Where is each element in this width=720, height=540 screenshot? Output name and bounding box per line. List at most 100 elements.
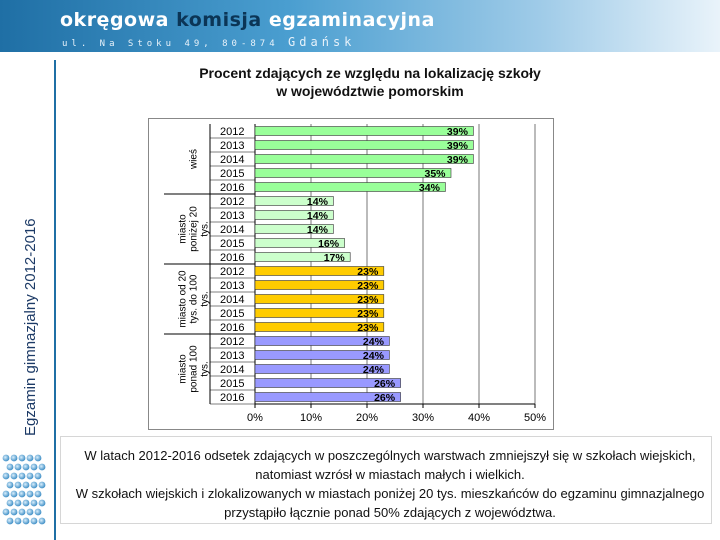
- decorative-dot: [10, 454, 18, 462]
- decorative-dot: [22, 463, 30, 471]
- bar: [254, 154, 474, 164]
- decorative-dot: [2, 472, 10, 480]
- decorative-dot: [34, 508, 42, 516]
- category-label: 2012: [220, 266, 244, 278]
- group-label: wieś: [189, 149, 200, 170]
- decorative-dot: [6, 499, 14, 507]
- group-label: tys.: [200, 221, 211, 237]
- data-label: 24%: [363, 350, 385, 362]
- logo-address: ul. Na Stoku 49, 80-874: [62, 39, 279, 49]
- decorative-dot: [26, 472, 34, 480]
- group-label: miasto: [178, 354, 189, 384]
- decorative-dot: [26, 490, 34, 498]
- category-label: 2015: [220, 378, 244, 390]
- decorative-dot: [30, 463, 38, 471]
- bar: [254, 308, 385, 318]
- decorative-dot: [14, 481, 22, 489]
- bar: [254, 280, 385, 290]
- summary-paragraph-1: W latach 2012-2016 odsetek zdających w p…: [84, 448, 696, 482]
- decorative-dot: [38, 517, 46, 525]
- logo-word-2: komisja: [176, 9, 262, 31]
- bar: [254, 378, 401, 388]
- bar: [254, 392, 401, 402]
- data-label: 14%: [307, 210, 329, 222]
- category-label: 2015: [220, 238, 244, 250]
- summary-box: [60, 436, 712, 524]
- data-label: 17%: [324, 252, 346, 264]
- data-label: 14%: [307, 224, 329, 236]
- side-label: Egzamin gimnazjalny 2012-2016: [22, 218, 39, 436]
- decorative-dot: [6, 517, 14, 525]
- decorative-dot: [2, 508, 10, 516]
- data-label: 24%: [363, 364, 385, 376]
- category-label: 2014: [220, 154, 244, 166]
- group-label: poniżej 20: [189, 206, 200, 252]
- group-label: tys.: [200, 291, 211, 307]
- decorative-dot: [18, 490, 26, 498]
- group-label: tys. do 100: [189, 274, 200, 323]
- decorative-dot: [22, 517, 30, 525]
- category-label: 2013: [220, 140, 244, 152]
- x-tick-label: 0%: [247, 412, 263, 424]
- decorative-dot: [10, 472, 18, 480]
- bar-chart: 0% 10% 20% 30% 40% 50% wieś 2012 39% 2013 39% 2014 3…: [148, 118, 554, 430]
- bar: [254, 196, 334, 206]
- data-label: 26%: [374, 378, 396, 390]
- category-label: 2014: [220, 364, 244, 376]
- bar: [254, 336, 390, 346]
- x-tick-label: 30%: [412, 412, 434, 424]
- decorative-dot: [6, 481, 14, 489]
- group-label: miasto od 20: [178, 270, 189, 328]
- bar: [254, 126, 474, 136]
- bar: [254, 224, 334, 234]
- decorative-dot: [10, 490, 18, 498]
- decorative-dots: [2, 454, 46, 525]
- category-label: 2012: [220, 126, 244, 138]
- logo-word-1: okręgowa: [60, 9, 169, 31]
- decorative-dot: [30, 499, 38, 507]
- bar: [254, 252, 351, 262]
- decorative-dot: [26, 508, 34, 516]
- logo-city: Gdańsk: [288, 35, 356, 49]
- data-label: 24%: [363, 336, 385, 348]
- x-tick-label: 10%: [300, 412, 322, 424]
- data-label: 39%: [447, 154, 469, 166]
- bar: [254, 266, 385, 276]
- data-label: 16%: [318, 238, 340, 250]
- decorative-dot: [18, 454, 26, 462]
- category-label: 2016: [220, 322, 244, 334]
- chart-title-line-1: Procent zdających ze względu na lokaliza…: [199, 65, 541, 81]
- decorative-dot: [34, 490, 42, 498]
- bar: [254, 210, 334, 220]
- category-label: 2015: [220, 308, 244, 320]
- left-divider-line: [54, 60, 56, 540]
- data-label: 14%: [307, 196, 329, 208]
- decorative-dot: [22, 499, 30, 507]
- data-label: 23%: [357, 294, 379, 306]
- group-label: miasto: [178, 214, 189, 244]
- data-label: 23%: [357, 280, 379, 292]
- logo-word-3: egzaminacyjna: [268, 9, 435, 31]
- decorative-dot: [26, 454, 34, 462]
- category-label: 2016: [220, 182, 244, 194]
- data-label: 23%: [357, 266, 379, 278]
- category-label: 2014: [220, 294, 244, 306]
- category-label: 2013: [220, 350, 244, 362]
- decorative-dot: [38, 463, 46, 471]
- bar: [254, 350, 390, 360]
- data-label: 35%: [424, 168, 446, 180]
- category-label: 2013: [220, 280, 244, 292]
- category-label: 2016: [220, 252, 244, 264]
- decorative-dot: [18, 472, 26, 480]
- decorative-dot: [22, 481, 30, 489]
- bar: [254, 322, 385, 332]
- category-label: 2012: [220, 196, 244, 208]
- decorative-dot: [38, 481, 46, 489]
- group-label: ponad 100: [189, 345, 200, 393]
- decorative-dot: [38, 499, 46, 507]
- data-label: 23%: [357, 308, 379, 320]
- chart-title-line-2: w województwie pomorskim: [276, 83, 464, 99]
- decorative-dot: [30, 517, 38, 525]
- decorative-dot: [10, 508, 18, 516]
- decorative-dot: [34, 454, 42, 462]
